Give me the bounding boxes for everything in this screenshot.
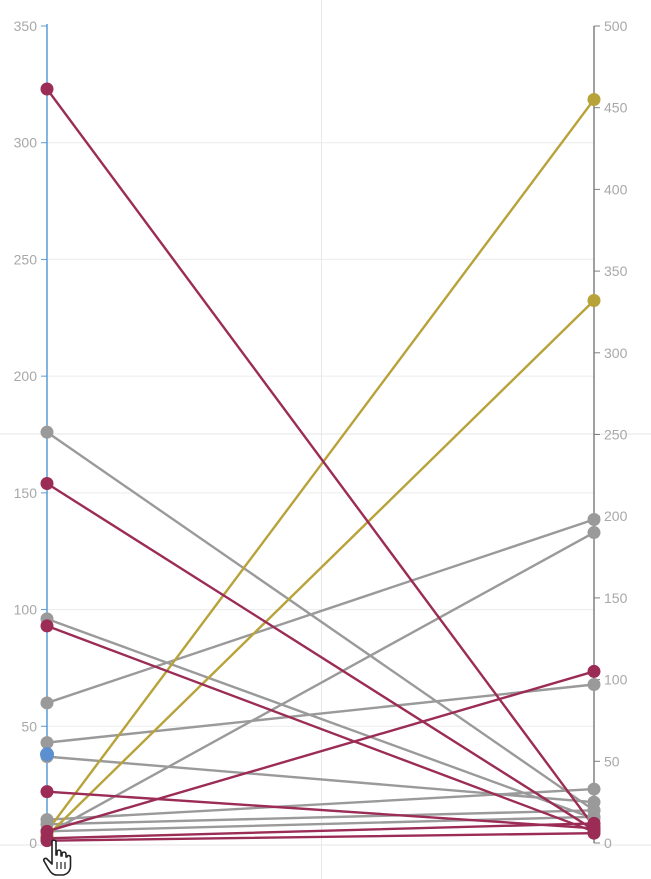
series-start-point [40, 834, 54, 848]
series-end-point [587, 782, 601, 796]
hand-pointer-icon [42, 839, 72, 876]
series-line [45, 809, 596, 826]
left-tick-label: 0 [29, 835, 37, 851]
series-line [45, 787, 596, 821]
series-end-point [587, 526, 601, 540]
right-tick-label: 200 [604, 508, 628, 524]
series-line [45, 430, 596, 812]
series-points [40, 82, 601, 848]
series-end-point [587, 678, 601, 692]
series-line [45, 299, 596, 838]
right-tick-label: 0 [604, 835, 612, 851]
series-end-point [587, 512, 601, 526]
series-start-point [40, 785, 54, 799]
series-start-point [40, 425, 54, 439]
series-lines [45, 87, 596, 842]
right-tick-label: 50 [604, 753, 620, 769]
left-tick-label: 100 [14, 602, 38, 618]
series-end-point [587, 294, 601, 308]
series-line [45, 98, 596, 833]
series-line [45, 531, 596, 835]
highlight-point [40, 747, 54, 762]
series-start-point [40, 477, 54, 491]
right-tick-label: 150 [604, 590, 628, 606]
series-start-point [40, 736, 54, 750]
series-line [45, 755, 596, 804]
series-line [45, 624, 596, 833]
right-tick-label: 250 [604, 427, 628, 443]
left-tick-label: 150 [14, 485, 38, 501]
series-start-point [40, 696, 54, 710]
left-tick-label: 50 [21, 718, 37, 734]
series-line [45, 815, 596, 833]
right-tick-label: 400 [604, 181, 628, 197]
series-line [45, 683, 596, 744]
left-tick-label: 200 [14, 368, 38, 384]
right-tick-label: 300 [604, 345, 628, 361]
series-line [45, 670, 596, 833]
series-start-point [40, 619, 54, 633]
series-line [45, 822, 596, 840]
series-line [45, 617, 596, 820]
series-line [45, 518, 596, 705]
right-tick-label: 100 [604, 672, 628, 688]
series-end-point [587, 826, 601, 840]
right-y-axis: 0 50 100 150 200 250 300 350 400 450 500 [593, 18, 628, 851]
right-tick-label: 500 [604, 18, 628, 34]
right-tick-label: 350 [604, 263, 628, 279]
series-end-point [587, 816, 601, 830]
left-tick-label: 250 [14, 251, 38, 267]
series-start-point [40, 82, 54, 96]
left-tick-label: 350 [14, 18, 38, 34]
series-end-point [587, 664, 601, 678]
right-tick-label: 450 [604, 100, 628, 116]
series-line [45, 87, 596, 828]
series-line [45, 831, 596, 842]
series-line [45, 790, 596, 830]
series-end-point [587, 93, 601, 107]
left-tick-label: 300 [14, 135, 38, 151]
series-line [45, 482, 596, 832]
